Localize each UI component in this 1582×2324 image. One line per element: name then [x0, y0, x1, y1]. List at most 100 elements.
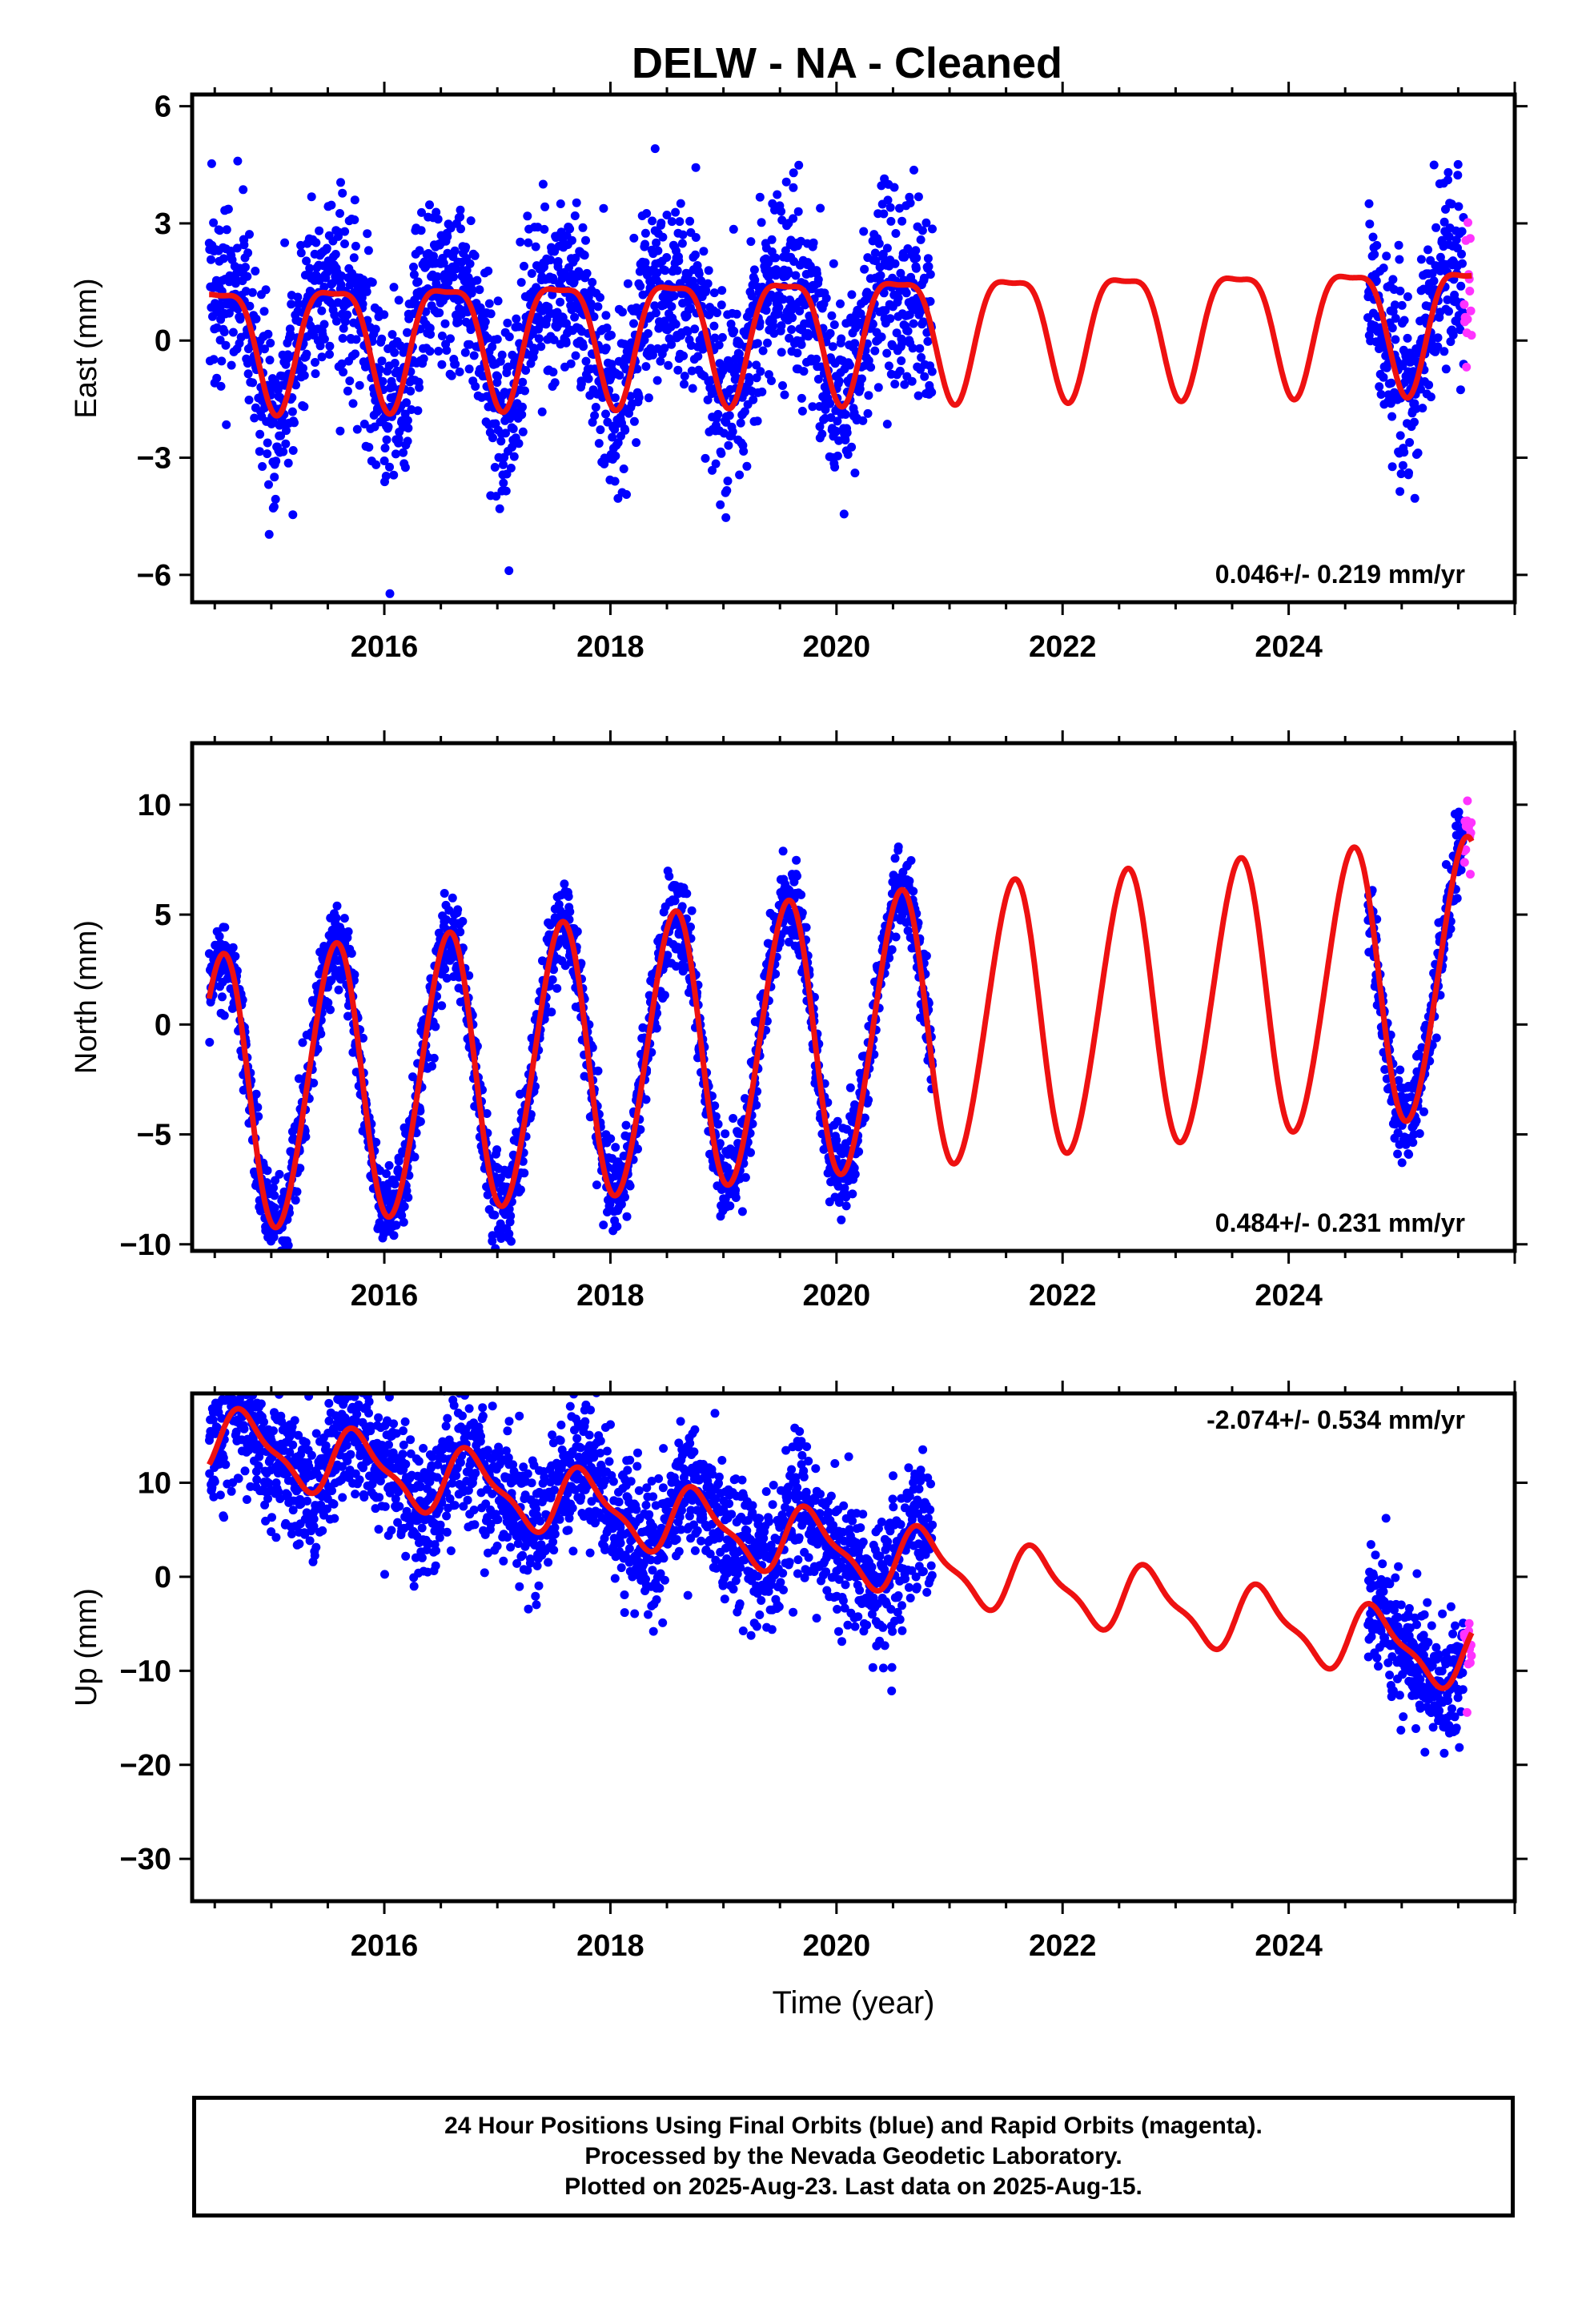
data-point: [693, 352, 703, 361]
data-point: [523, 211, 532, 221]
data-point: [794, 160, 804, 170]
data-point: [847, 442, 857, 452]
data-point: [571, 351, 580, 360]
data-point: [658, 232, 668, 242]
x-tick-label: 2018: [576, 630, 644, 664]
data-point: [1379, 263, 1388, 273]
data-point: [850, 1169, 860, 1179]
data-point: [1427, 269, 1437, 278]
data-point: [629, 233, 639, 243]
data-point: [235, 312, 245, 322]
data-point: [850, 468, 860, 478]
data-point: [746, 237, 756, 247]
data-point: [633, 1144, 642, 1154]
data-point: [431, 1022, 440, 1031]
data-point: [547, 1007, 556, 1017]
data-point: [456, 224, 465, 234]
data-point: [716, 500, 725, 509]
data-point: [691, 163, 701, 172]
data-point: [503, 318, 512, 328]
data-point: [1431, 223, 1441, 232]
y-tick-label: 0: [155, 1008, 171, 1042]
data-point: [610, 393, 620, 403]
data-point: [800, 300, 809, 310]
data-point: [385, 462, 394, 472]
data-point: [1443, 175, 1452, 185]
data-point: [1395, 431, 1405, 440]
data-point: [231, 1375, 239, 1384]
data-point: [1415, 1129, 1424, 1138]
data-point: [1466, 306, 1476, 316]
data-point: [757, 218, 766, 227]
data-point: [752, 373, 761, 383]
data-point: [763, 338, 772, 348]
data-point: [623, 279, 632, 288]
data-point: [531, 242, 540, 251]
data-point: [871, 256, 881, 266]
data-point: [464, 364, 474, 374]
data-point: [223, 204, 233, 214]
data-point: [795, 306, 805, 316]
data-point: [1439, 347, 1449, 356]
data-point: [858, 416, 868, 425]
data-point: [1456, 325, 1465, 335]
data-point: [651, 308, 661, 318]
data-point: [915, 344, 925, 353]
data-point: [309, 1078, 319, 1088]
data-point: [815, 422, 825, 432]
data-point: [488, 433, 497, 443]
data-point: [520, 386, 529, 396]
data-point: [288, 510, 298, 520]
data-point: [518, 427, 528, 436]
data-point: [322, 243, 331, 253]
data-point: [223, 1344, 232, 1353]
data-point: [323, 998, 333, 1007]
data-point: [205, 1038, 215, 1047]
data-point: [1418, 404, 1427, 413]
data-point: [652, 1023, 661, 1033]
data-point: [378, 376, 387, 386]
data-point: [271, 1254, 280, 1263]
data-point: [434, 347, 444, 356]
data-point: [217, 356, 227, 366]
x-tick-label: 2020: [803, 630, 871, 664]
data-point: [347, 949, 356, 958]
data-point: [394, 296, 404, 305]
data-point: [470, 251, 480, 260]
data-point: [327, 975, 336, 985]
data-point: [690, 324, 700, 334]
data-point: [292, 1187, 302, 1196]
data-point: [327, 200, 336, 210]
data-point: [723, 476, 733, 486]
data-point: [363, 229, 372, 239]
data-point: [239, 240, 249, 250]
data-point: [686, 923, 695, 931]
data-point: [610, 476, 620, 486]
data-point: [660, 316, 669, 326]
data-point: [307, 192, 316, 202]
data-point: [359, 275, 368, 284]
data-point: [443, 232, 452, 241]
data-point: [1423, 245, 1432, 255]
data-point: [215, 931, 224, 941]
data-point: [326, 1005, 335, 1015]
data-point: [269, 502, 279, 512]
data-point: [379, 456, 389, 465]
data-point: [893, 842, 903, 851]
data-point: [298, 1038, 307, 1047]
data-point: [652, 268, 662, 278]
data-point: [816, 203, 825, 213]
data-point: [923, 336, 933, 346]
x-tick-label: 2020: [803, 1279, 871, 1313]
data-point: [259, 307, 269, 316]
data-point: [464, 971, 474, 980]
data-point: [302, 349, 311, 359]
data-point: [492, 335, 502, 344]
data-point: [425, 347, 435, 356]
data-point: [909, 887, 918, 896]
east-model-curve: [207, 271, 1474, 419]
data-point: [400, 1202, 409, 1212]
data-point: [612, 1222, 622, 1231]
data-point: [735, 470, 745, 480]
